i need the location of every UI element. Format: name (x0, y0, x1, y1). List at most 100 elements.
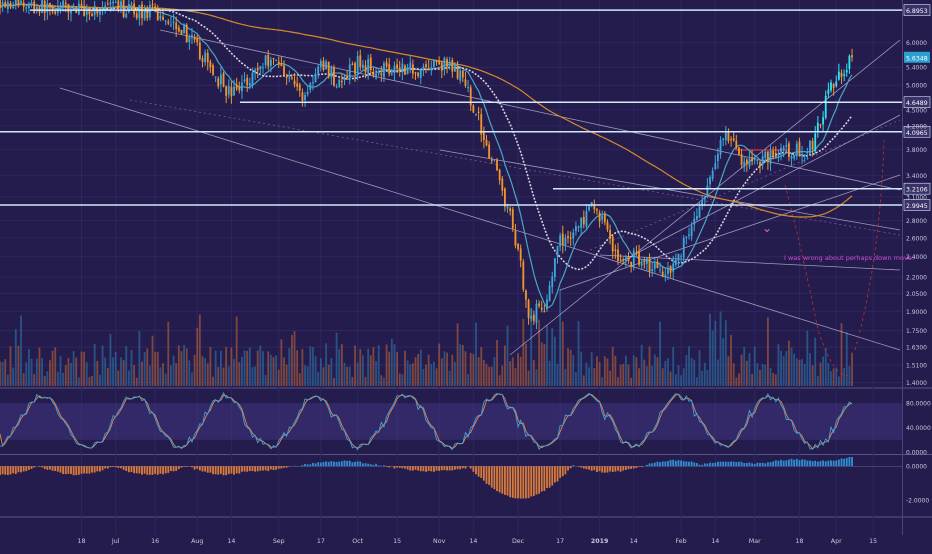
candle-body (272, 58, 275, 60)
volume-bar (409, 364, 412, 386)
price-tick-label: 5.0000 (906, 83, 927, 90)
volume-bar (488, 366, 491, 386)
candle-body (540, 308, 543, 310)
volume-bar (285, 364, 288, 386)
candle-body (251, 72, 254, 86)
candle-body (380, 73, 383, 76)
volume-bar (530, 307, 533, 386)
volume-bar (761, 364, 764, 386)
volume-bar (809, 353, 811, 386)
date-tick-label: 15 (393, 538, 401, 545)
volume-bar (514, 368, 517, 386)
volume-bar (490, 366, 493, 386)
candle-body (824, 95, 827, 118)
candle-body (1, 2, 4, 7)
volume-bar (630, 377, 633, 386)
candle-body (564, 237, 567, 245)
volume-bar (503, 345, 506, 386)
volume-bar (751, 374, 754, 386)
volume-bar (822, 356, 825, 386)
candle-body (690, 226, 693, 237)
volume-bar (298, 373, 301, 386)
candle-body (488, 144, 491, 159)
volume-bar (35, 358, 38, 386)
main-pane (0, 0, 902, 386)
candle-body (511, 209, 514, 229)
candle-body (572, 232, 575, 239)
volume-bar (682, 368, 685, 386)
candle-body (630, 261, 633, 266)
extra-pane (0, 519, 902, 534)
volume-bar (414, 357, 417, 386)
candle-body (343, 76, 346, 81)
volume-bar (99, 374, 101, 386)
volume-bar (91, 375, 93, 386)
volume-bar (609, 370, 612, 386)
volume-bar (330, 357, 333, 386)
candle-body (427, 67, 430, 69)
price-tick-label: 6.0000 (906, 40, 927, 47)
volume-bar (427, 354, 430, 386)
volume-bar (443, 351, 446, 386)
candle-body (285, 76, 288, 78)
volume-bar (561, 321, 564, 386)
volume-bar (506, 325, 509, 386)
candle-body (235, 84, 238, 89)
candle-body (367, 58, 370, 74)
volume-bar (551, 328, 554, 386)
candle-body (469, 87, 472, 106)
volume-bar (438, 343, 441, 386)
candle-body (477, 111, 480, 113)
date-tick-label: Oct (352, 538, 363, 545)
date-tick-label: 14 (227, 538, 235, 545)
volume-bar (837, 376, 840, 386)
candle-body (28, 3, 30, 9)
volume-bar (104, 357, 107, 386)
volume-bar (788, 340, 790, 386)
candle-body (485, 139, 488, 146)
volume-bar (501, 365, 504, 386)
candle-body (72, 8, 75, 10)
volume-bar (722, 338, 725, 386)
candle-body (256, 67, 259, 71)
volume-bar (390, 338, 393, 386)
volume-bar (627, 364, 630, 386)
macd (0, 457, 902, 499)
volume-bar (703, 362, 706, 386)
candle-body (417, 72, 420, 77)
candle-body (319, 60, 322, 68)
volume-bar (251, 367, 254, 386)
candle-body (383, 63, 385, 78)
candle-body (611, 236, 614, 252)
volume-bar (632, 355, 635, 386)
volume-bar (743, 347, 746, 386)
price-tick-label: 4.5000 (906, 107, 927, 114)
candle-body (777, 153, 780, 156)
volume-bar (517, 353, 519, 386)
volume-bar (56, 371, 59, 386)
candle-body (780, 148, 782, 153)
volume-bar (582, 375, 585, 386)
volume-bar (772, 373, 775, 386)
candle-body (582, 216, 585, 225)
candle-body (745, 159, 748, 165)
candle-body (693, 218, 696, 225)
stoch-band (0, 403, 902, 440)
volume-bar (732, 363, 735, 386)
candle-body (333, 67, 335, 86)
stoch-pane (0, 391, 902, 452)
candle-body (761, 156, 764, 165)
date-tick-label: Mar (749, 538, 761, 545)
volume-bar (248, 347, 251, 386)
volume-bar (469, 352, 472, 386)
volume-bar (672, 347, 675, 386)
volume-bar (619, 364, 622, 386)
candle-body (0, 0, 1, 8)
candle-body (569, 237, 572, 239)
candle-body (170, 24, 172, 26)
candle-body (314, 73, 317, 83)
candle-body (527, 299, 530, 318)
volume-bar (272, 357, 275, 386)
macd-pane (0, 457, 902, 515)
